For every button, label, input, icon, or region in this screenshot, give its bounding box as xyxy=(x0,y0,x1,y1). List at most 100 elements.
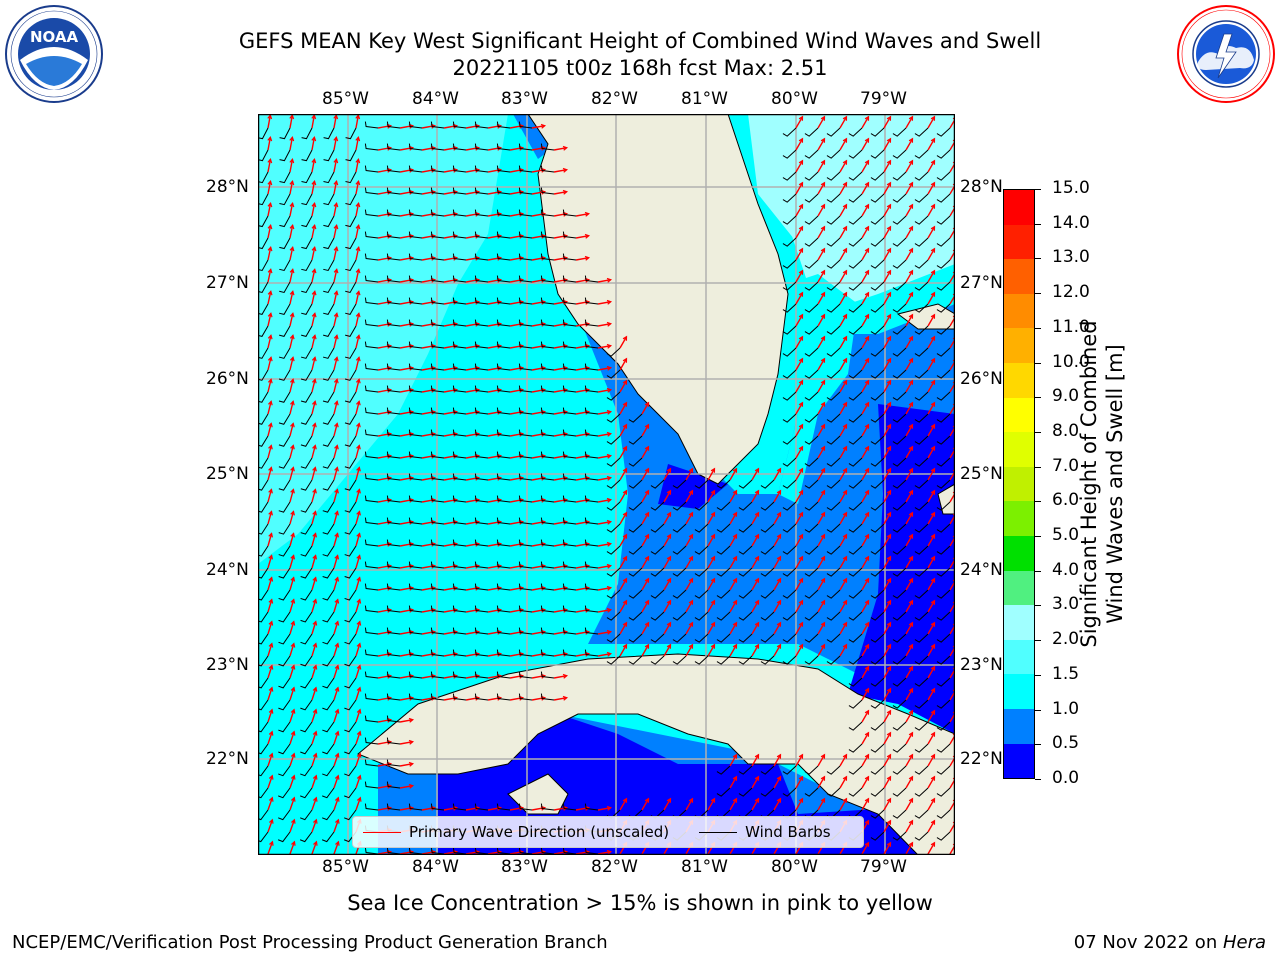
wind-barb xyxy=(892,127,907,137)
wave-direction-arrow xyxy=(685,534,694,547)
colorbar-segment xyxy=(1004,466,1034,502)
wave-arrow-head xyxy=(842,511,848,517)
wind-barb xyxy=(364,275,379,283)
wind-barb xyxy=(584,473,599,481)
wind-barb xyxy=(474,143,489,151)
wave-arrow-head xyxy=(333,246,339,252)
wave-arrow-head xyxy=(886,731,892,737)
wave-arrow-head xyxy=(606,321,613,327)
wind-barb xyxy=(804,413,819,423)
wave-arrow-head xyxy=(776,555,782,561)
colorbar-tick-label: 9.0 xyxy=(1052,386,1080,407)
wave-arrow-head xyxy=(864,445,870,451)
wave-direction-arrow xyxy=(399,741,413,745)
colorbar-tick-label: 11.0 xyxy=(1052,316,1090,337)
wind-barb xyxy=(323,237,335,250)
wind-barb xyxy=(322,457,335,469)
wind-barb xyxy=(496,539,511,547)
wave-direction-arrow xyxy=(289,533,295,547)
wave-direction-arrow xyxy=(883,446,892,459)
wind-barb xyxy=(936,281,951,291)
wind-barb xyxy=(892,259,907,269)
wave-direction-arrow xyxy=(597,631,611,635)
wave-direction-arrow xyxy=(663,556,672,569)
wave-arrow-head xyxy=(334,796,340,802)
wind-barb xyxy=(826,413,841,423)
wave-arrow-head xyxy=(268,686,274,692)
wind-barb xyxy=(364,693,379,701)
wind-barb xyxy=(496,605,511,613)
wave-arrow-head xyxy=(289,268,295,274)
wave-direction-arrow xyxy=(927,732,936,745)
wind-barb xyxy=(672,655,687,665)
wave-direction-arrow xyxy=(267,489,273,503)
wave-direction-arrow xyxy=(795,644,804,657)
wave-direction-arrow xyxy=(333,687,339,701)
wind-barb xyxy=(782,655,797,665)
wave-direction-arrow xyxy=(311,489,317,503)
wave-arrow-head xyxy=(606,365,613,371)
wave-direction-arrow xyxy=(861,578,870,591)
wind-barb xyxy=(738,655,753,665)
wind-barb xyxy=(344,589,357,601)
wave-arrow-head xyxy=(930,687,936,693)
wind-barb xyxy=(452,473,467,481)
wind-barb xyxy=(848,171,863,181)
wind-barb xyxy=(562,605,577,613)
wind-barb xyxy=(606,567,621,577)
wind-barb xyxy=(606,479,621,489)
wind-barb xyxy=(540,693,555,701)
wind-barb xyxy=(408,429,423,437)
wave-arrow-head xyxy=(606,409,613,415)
wind-barb xyxy=(278,457,291,469)
wave-arrow-head xyxy=(886,467,892,473)
wave-arrow-head xyxy=(666,511,672,517)
wind-barb xyxy=(496,121,511,129)
wave-direction-arrow xyxy=(267,797,273,811)
wave-arrow-head xyxy=(267,135,273,142)
wave-arrow-head xyxy=(820,401,826,407)
wave-arrow-head xyxy=(754,533,760,539)
wind-barb xyxy=(408,165,423,173)
wave-direction-arrow xyxy=(355,335,360,349)
wave-arrow-head xyxy=(312,444,317,450)
wave-direction-arrow xyxy=(905,468,914,481)
wave-direction-arrow xyxy=(355,599,361,613)
wind-barb xyxy=(452,407,467,415)
wind-barb xyxy=(496,451,511,459)
wave-arrow-head xyxy=(864,621,870,627)
wave-direction-arrow xyxy=(861,842,870,855)
wave-arrow-head xyxy=(356,444,361,450)
wave-direction-arrow xyxy=(685,490,694,503)
wind-barb xyxy=(301,193,313,206)
wind-barb xyxy=(914,589,929,599)
wind-barb xyxy=(518,693,533,701)
wave-direction-arrow xyxy=(729,534,738,547)
wave-arrow-head xyxy=(732,577,738,583)
wind-barb xyxy=(804,259,819,269)
wind-barb xyxy=(606,633,621,643)
colorbar-segment xyxy=(1004,743,1034,779)
wind-barb xyxy=(386,407,401,415)
wind-barb xyxy=(344,721,357,733)
wave-direction-arrow xyxy=(641,446,650,459)
wave-arrow-head xyxy=(268,708,274,714)
wave-direction-arrow xyxy=(289,753,295,767)
wind-barb xyxy=(540,209,555,217)
wave-direction-arrow xyxy=(355,577,361,591)
wind-barb xyxy=(408,319,423,327)
cuba-land xyxy=(357,653,956,856)
wave-arrow-head xyxy=(930,357,936,363)
wind-barb xyxy=(344,501,357,513)
wave-arrow-head xyxy=(864,269,870,275)
wind-barb xyxy=(584,803,599,811)
lon-label-bottom: 82°W xyxy=(591,857,638,877)
wave-arrow-head xyxy=(886,115,892,121)
wind-barb xyxy=(322,479,335,491)
wind-barb xyxy=(344,655,357,667)
wave-arrow-head xyxy=(798,533,804,539)
wave-direction-arrow xyxy=(751,644,760,657)
wind-barb xyxy=(386,451,401,459)
wind-barb xyxy=(562,429,577,437)
wind-barb xyxy=(914,479,929,489)
